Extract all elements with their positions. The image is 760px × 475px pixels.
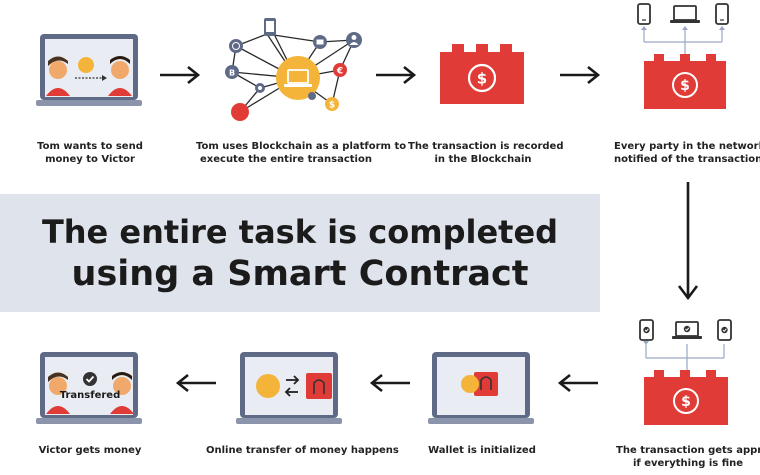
step-recorded-caption: The transaction is recorded in the Blockc… [408,141,564,165]
coin-icon [461,375,479,393]
arrow-right-icon [560,65,601,85]
blockchain-block-icon: $ [644,370,728,425]
dollar-icon: $ [680,78,690,94]
transfer-laptop-illustration [236,352,342,424]
step-approved-caption: The transaction gets approvedif everythi… [616,445,760,469]
globe-icon [229,39,243,53]
wallet-laptop-illustration [428,352,534,424]
dollar-icon: $ [681,394,691,410]
dollar-icon [467,63,497,93]
phone-check-icon [639,319,654,341]
dollar-symbol: $ [329,101,335,111]
victor-avatar [110,372,134,414]
step-transfer-caption: Online transfer of money happens [206,445,399,456]
smart-contract-banner [0,194,600,312]
coin-icon [78,57,94,73]
wallet-icon [306,373,332,399]
step-notified-caption: Every party in the network isnotified of… [614,141,760,165]
arrow-left-icon [369,373,410,393]
dollar-node-icon [325,97,339,111]
blockchain-block-icon: $ [644,54,726,109]
banner-line-2: using a Smart Contract [71,254,529,294]
victor-avatar [108,56,132,96]
phone-icon [715,3,729,25]
tom-avatar [46,56,70,96]
svg-text:$: $ [477,70,487,88]
bitcoin-icon [225,65,239,79]
central-laptop-icon [276,56,320,100]
step-send-caption: Tom wants to send money to Victor [37,141,143,165]
arrow-left-icon [175,373,216,393]
check-icon [83,372,97,386]
red-node-icon [231,103,249,121]
tom-avatar [46,372,70,414]
laptop-check-icon [672,321,702,339]
exchange-arrows-icon [284,375,300,397]
banner-line-1: The entire task is completed [41,213,559,251]
coin-icon [256,374,280,398]
step-platform-caption: Tom uses Blockchain as a platform to exec… [196,141,407,165]
phone-check-icon [717,319,732,341]
euro-symbol: € [336,67,343,77]
transaction-approved-illustration: $ [639,319,732,425]
wallet-icon [474,372,498,396]
arrow-right-icon [160,65,201,85]
small-node-icon [308,92,316,100]
step-wallet-caption: Wallet is initialized [428,445,536,456]
blockchain-network-illustration: € $ B [225,18,362,121]
blockchain-block-icon: $ [440,44,524,104]
laptop-icon [670,5,700,23]
arrow-left-icon [557,373,598,393]
victor-laptop-illustration: Transfered [36,352,142,424]
tom-laptop-illustration [36,34,142,106]
transfered-label: Transfered [60,390,120,401]
euro-icon [333,63,347,77]
bitcoin-symbol: B [229,69,235,78]
phone-icon [637,3,651,25]
network-notified-illustration: $ [637,3,729,109]
arrow-down-icon [677,182,699,301]
arrow-right-icon [376,65,417,85]
step-victor-caption: Victor gets money [38,445,142,456]
